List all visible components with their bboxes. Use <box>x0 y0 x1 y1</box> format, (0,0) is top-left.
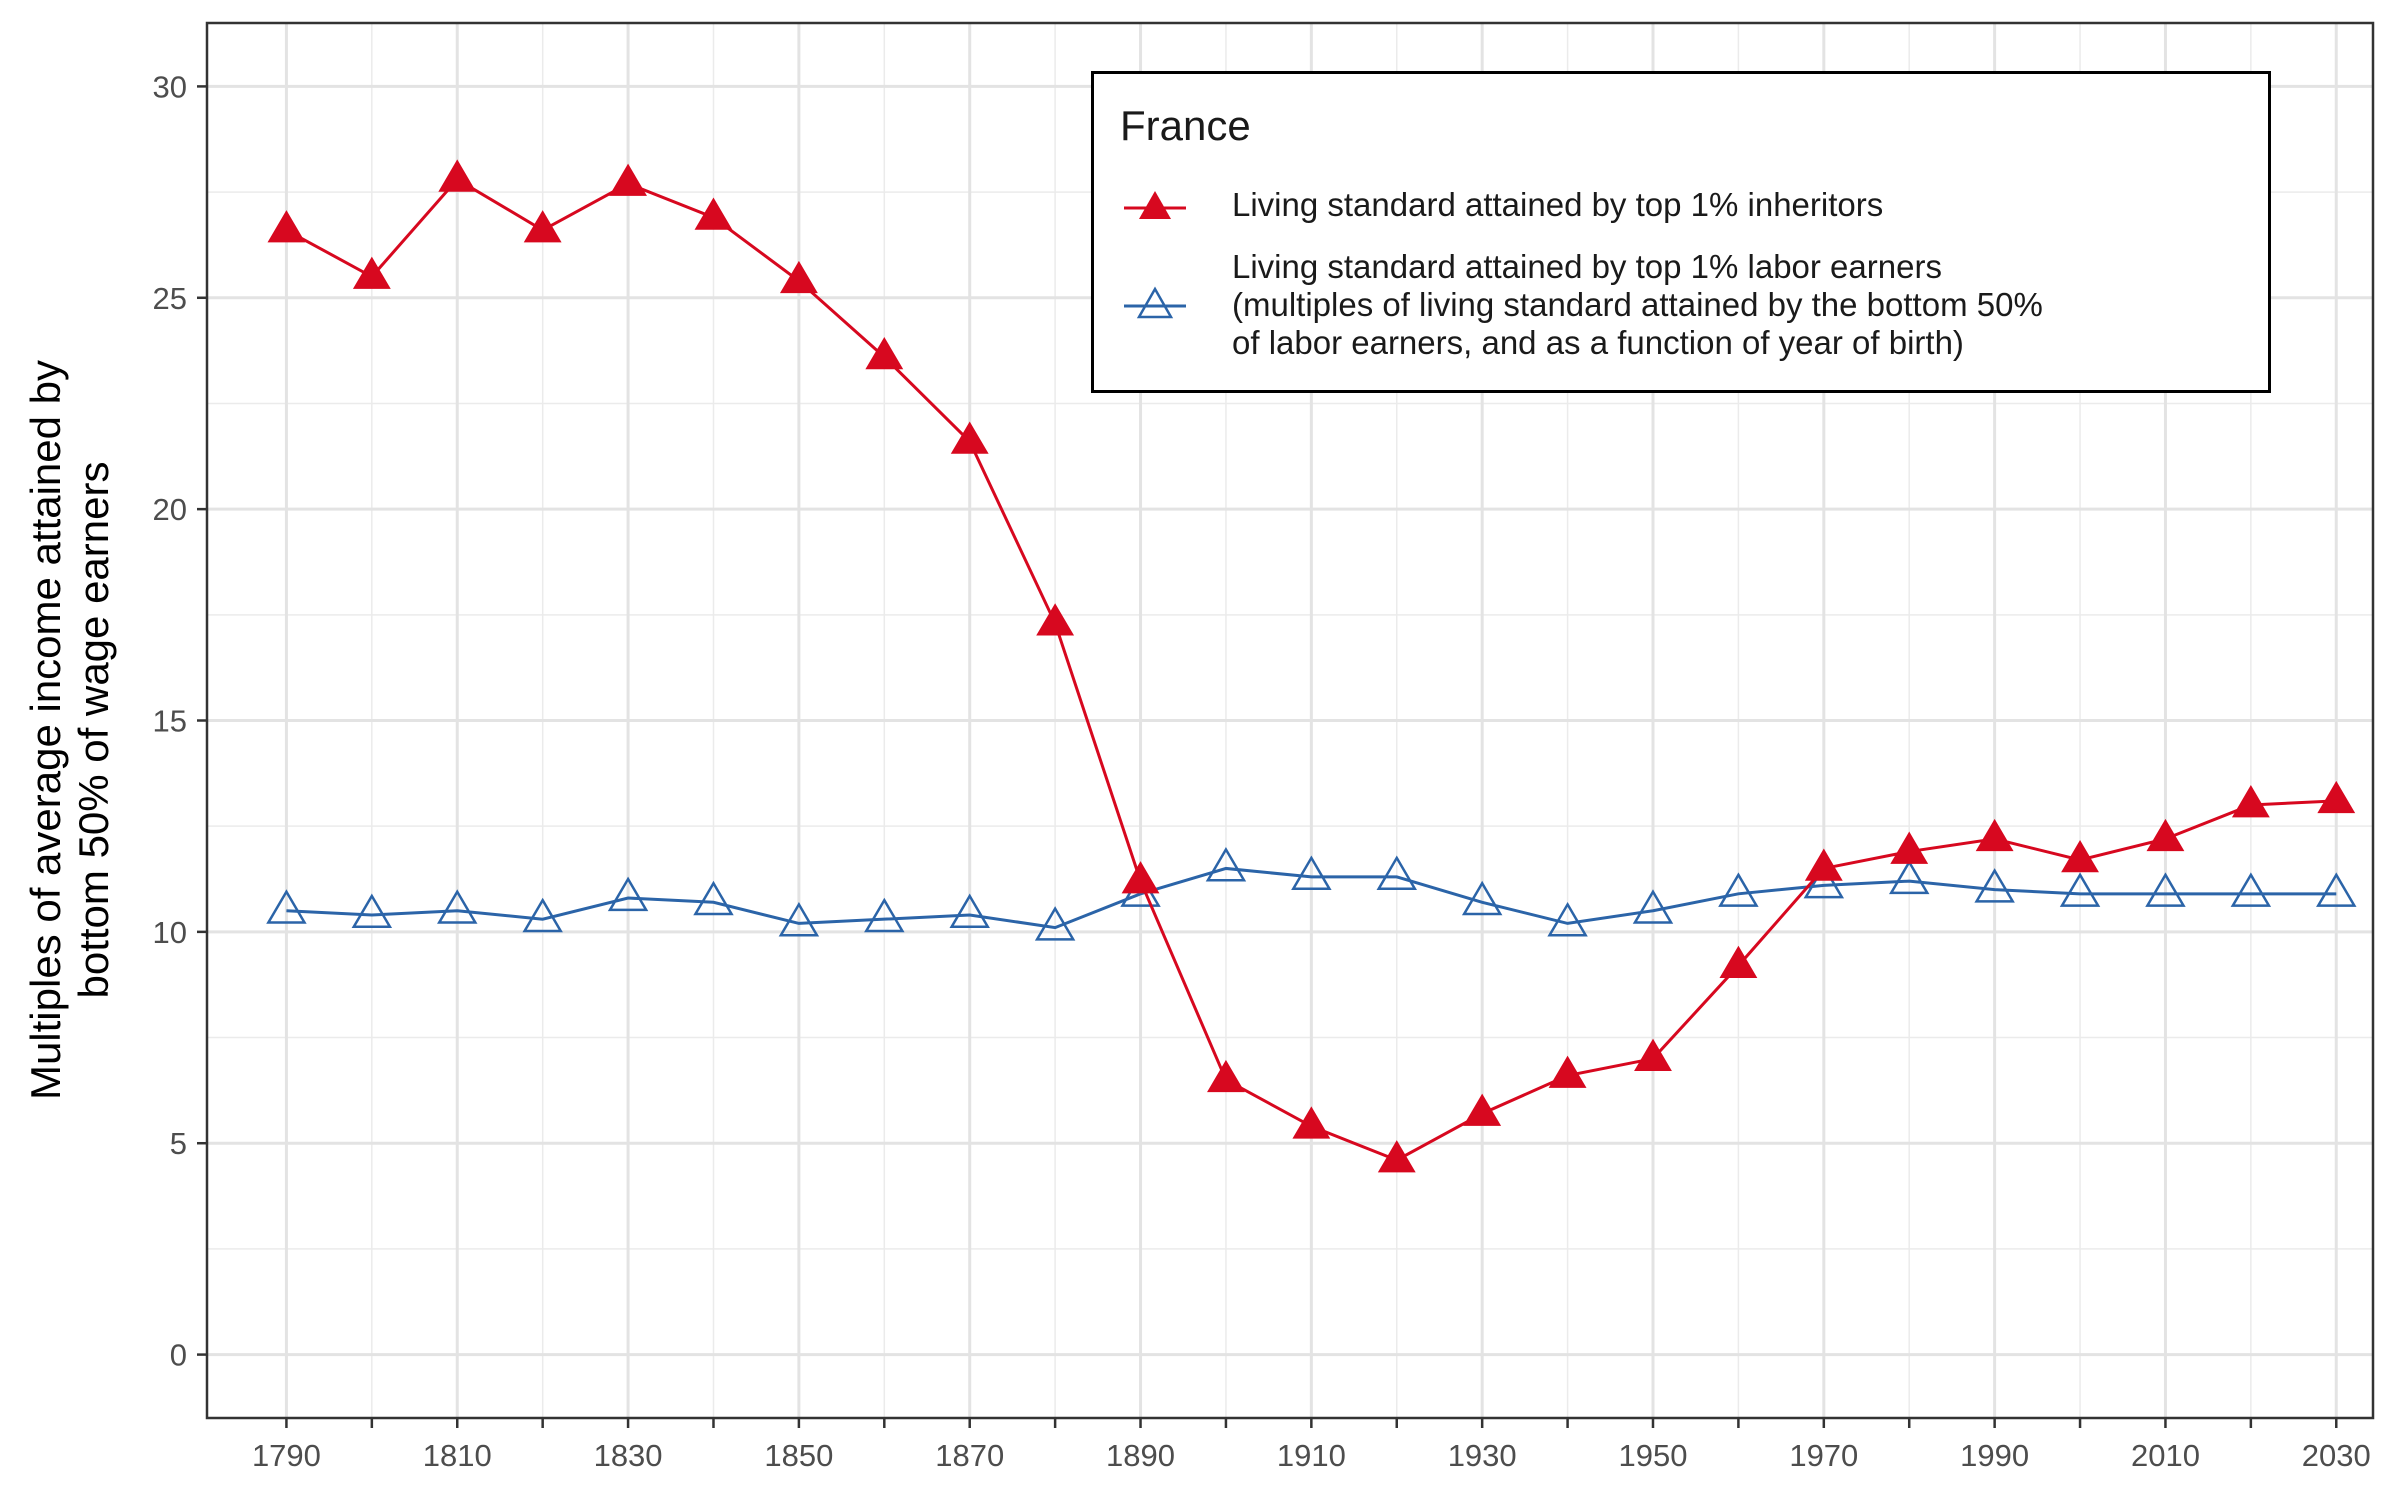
data-point <box>266 889 307 924</box>
x-tick-label: 1970 <box>1789 1438 1858 1473</box>
data-point <box>2061 840 2099 873</box>
data-point <box>1463 1093 1502 1126</box>
data-point <box>950 421 989 454</box>
data-point <box>2145 872 2186 907</box>
data-point <box>949 893 990 928</box>
x-tick-label: 1910 <box>1277 1438 1346 1473</box>
data-point <box>779 260 818 294</box>
data-point <box>523 210 562 243</box>
data-point <box>1548 1055 1587 1088</box>
data-point <box>1291 855 1332 890</box>
data-point <box>1888 859 1930 895</box>
series-labor-earners <box>266 846 2357 941</box>
data-point <box>2231 785 2270 818</box>
data-point <box>522 897 563 933</box>
x-tick-label: 1890 <box>1106 1438 1175 1473</box>
data-point <box>1034 906 1076 941</box>
data-point <box>1890 831 1929 864</box>
series-line <box>286 866 2337 930</box>
x-tick-label: 1990 <box>1960 1438 2029 1473</box>
data-point <box>1547 901 1588 937</box>
series-layer <box>266 159 2357 1173</box>
x-tick-label: 2010 <box>2131 1438 2200 1473</box>
y-tick-label: 25 <box>153 281 187 316</box>
x-tick-label: 1850 <box>764 1438 833 1473</box>
y-tick-label: 15 <box>153 704 187 739</box>
legend-key-inheritors <box>1124 191 1186 219</box>
y-tick-label: 0 <box>170 1338 187 1373</box>
data-point <box>694 197 733 230</box>
data-point <box>2230 872 2272 907</box>
data-point <box>864 897 905 933</box>
y-tick-label: 20 <box>153 492 187 527</box>
legend-label-labor-earners: Living standard attained by top 1% labor… <box>1232 248 2043 361</box>
data-point <box>2317 780 2356 814</box>
data-point <box>1634 1038 1672 1071</box>
series-inheritors <box>267 159 2356 1173</box>
x-tick-label: 1830 <box>594 1438 663 1473</box>
data-point <box>1632 889 1674 924</box>
data-point <box>1036 603 1075 636</box>
data-point <box>352 256 391 289</box>
x-tick-label: 1810 <box>423 1438 492 1473</box>
y-tick-label: 5 <box>170 1126 187 1161</box>
data-point <box>865 336 904 370</box>
data-point <box>437 889 478 924</box>
data-point <box>1121 861 1160 894</box>
data-point <box>607 876 649 912</box>
x-tick-label: 1870 <box>935 1438 1004 1473</box>
data-point <box>2316 872 2357 907</box>
data-point <box>351 893 393 928</box>
legend-label-inheritors: Living standard attained by top 1% inher… <box>1232 186 1884 223</box>
data-point <box>1292 1106 1331 1139</box>
data-point <box>2059 872 2101 907</box>
data-point <box>2146 818 2185 852</box>
data-point <box>267 210 306 243</box>
x-axis: 1790 1810 1830 1850 1870 1890 1910 1930 1950 1970… <box>252 1418 2371 1473</box>
data-point <box>693 880 734 916</box>
data-point <box>1719 945 1758 978</box>
x-tick-label: 1790 <box>252 1438 321 1473</box>
data-point <box>1376 855 1417 890</box>
data-point <box>1975 818 2014 852</box>
data-point <box>1207 1059 1245 1093</box>
legend-title: France <box>1120 102 1251 149</box>
data-point <box>1974 868 2015 903</box>
y-tick-label: 30 <box>153 69 187 104</box>
data-point <box>1803 863 1845 899</box>
data-point <box>438 159 477 192</box>
legend: France Living standard attained by top 1… <box>1091 71 2271 393</box>
x-tick-label: 2030 <box>2302 1438 2371 1473</box>
data-point <box>1718 872 1759 907</box>
y-tick-label: 10 <box>153 915 187 950</box>
y-axis-label: Multiples of average income attained by … <box>22 359 117 1101</box>
x-tick-label: 1930 <box>1448 1438 1517 1473</box>
data-point <box>1461 880 1503 916</box>
legend-key-labor-earners <box>1124 286 1186 319</box>
data-point <box>1205 846 1247 882</box>
x-tick-label: 1950 <box>1619 1438 1688 1473</box>
data-point <box>1377 1140 1416 1173</box>
data-point <box>778 901 820 937</box>
data-point <box>1804 848 1843 881</box>
data-point <box>609 163 647 196</box>
y-axis: 0 5 10 15 20 25 30 <box>153 69 207 1373</box>
